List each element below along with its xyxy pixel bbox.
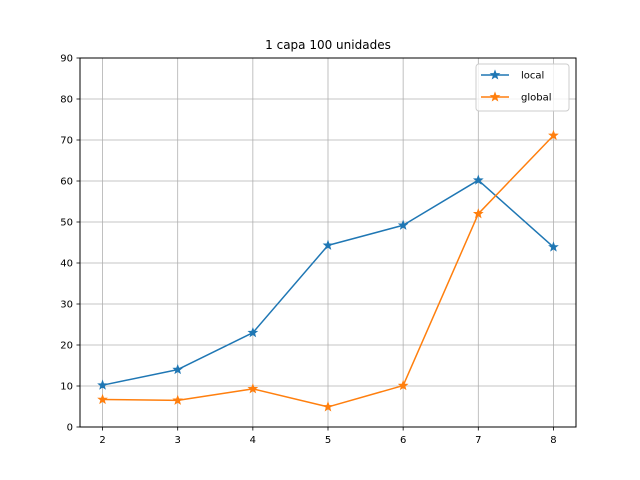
data-point-local (172, 363, 184, 375)
legend-entry-global: global (481, 91, 552, 104)
y-tick-label: 10 (60, 382, 73, 393)
series-global (97, 129, 559, 412)
series-layer (97, 129, 559, 412)
x-tick-label: 8 (550, 435, 556, 446)
x-tick-label: 6 (400, 435, 406, 446)
data-point-global (172, 394, 184, 405)
y-tick-label: 80 (60, 95, 73, 106)
legend-label: local (521, 71, 544, 82)
data-point-global (97, 393, 108, 405)
data-point-global (548, 129, 559, 141)
data-point-local (548, 241, 559, 252)
legend-marker (489, 69, 501, 80)
series-local (97, 174, 559, 390)
data-point-global (247, 383, 259, 394)
y-tick-label: 0 (67, 423, 73, 434)
y-tick-label: 30 (60, 300, 73, 311)
y-tick-label: 60 (60, 177, 73, 188)
y-tick-label: 50 (60, 218, 73, 229)
y-tick-label: 90 (60, 54, 73, 65)
legend-marker (489, 91, 501, 102)
data-point-local (97, 379, 108, 390)
x-tick-label: 5 (325, 435, 331, 446)
data-point-global (472, 208, 484, 219)
y-tick-label: 20 (60, 341, 73, 352)
data-point-local (247, 327, 259, 338)
data-point-global (322, 401, 334, 412)
legend: local global (475, 63, 570, 112)
x-tick-label: 3 (175, 435, 181, 446)
legend-entry-local: local (481, 69, 544, 82)
chart-title: 1 capa 100 unidades (265, 38, 391, 52)
data-point-local (472, 174, 484, 185)
data-point-local (397, 219, 409, 230)
y-tick-label: 40 (60, 259, 73, 270)
y-tick-label: 70 (60, 136, 73, 147)
x-tick-label: 7 (475, 435, 481, 446)
data-point-global (397, 379, 409, 391)
x-tick-label: 2 (99, 435, 105, 446)
data-point-local (322, 239, 334, 250)
x-tick-label: 4 (250, 435, 256, 446)
legend-label: global (521, 93, 552, 104)
